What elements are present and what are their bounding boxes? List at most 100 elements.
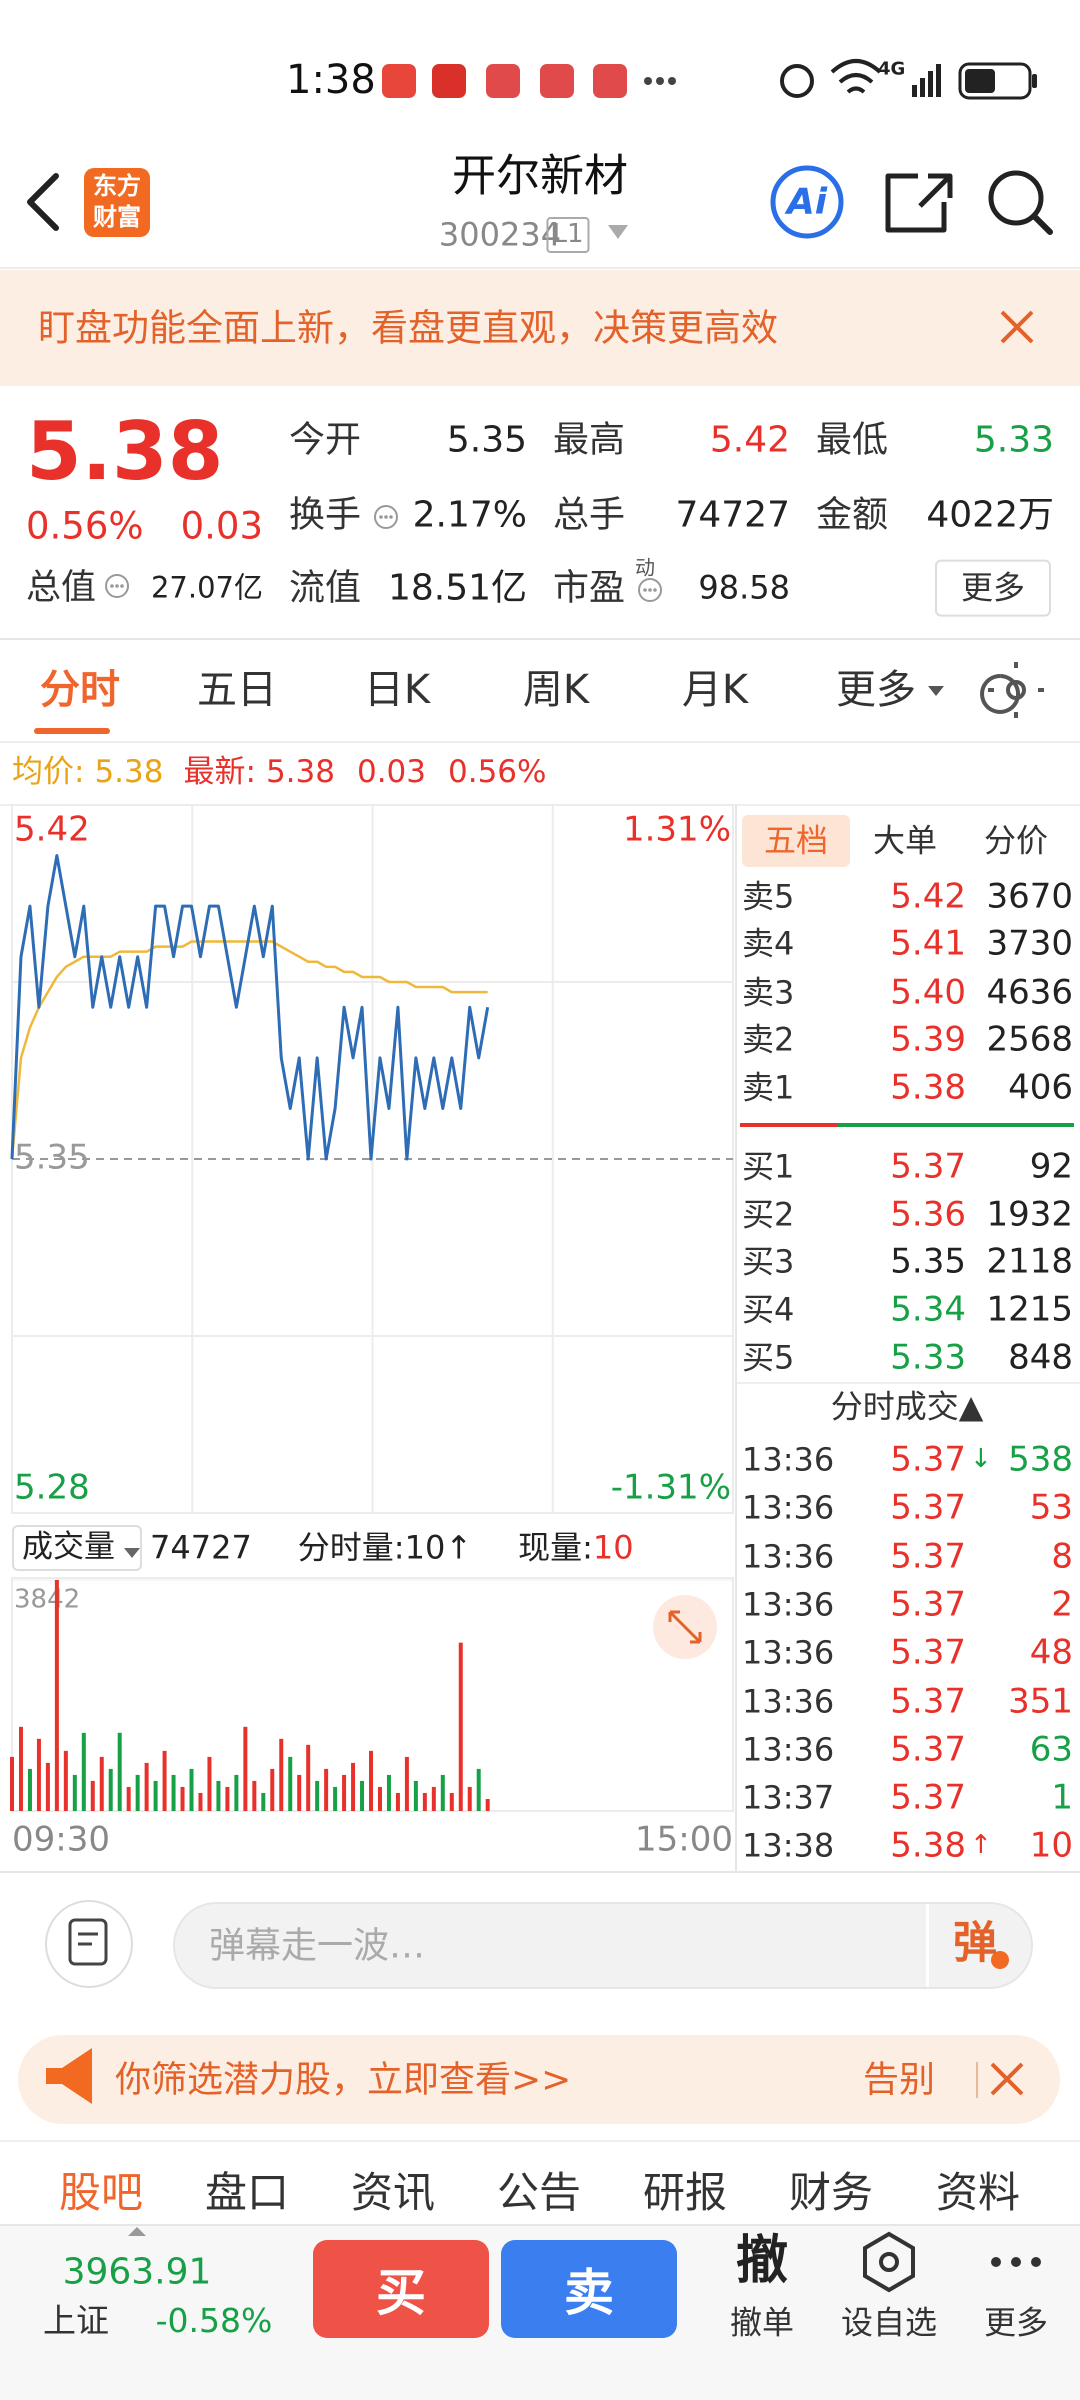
ad-text[interactable]: 你筛选潜力股，立即查看>> <box>115 2059 572 2101</box>
bottom-tab[interactable]: 研报 <box>642 2167 728 2217</box>
battery-level <box>965 69 995 93</box>
book-price: 5.40 <box>890 972 966 1013</box>
volume-bar <box>54 1580 59 1811</box>
cancel-label[interactable]: 撤单 <box>729 2303 795 2342</box>
settings-button[interactable] <box>980 662 1044 718</box>
ai-label[interactable]: Ai <box>786 181 828 223</box>
cancel-icon[interactable]: 撤 <box>735 2231 789 2292</box>
order-book-tab[interactable]: 大单 <box>872 821 938 860</box>
avg-label: 均价: <box>12 754 85 791</box>
info-icon[interactable] <box>104 573 130 599</box>
ad-banner[interactable] <box>18 2035 1060 2124</box>
average-price-line <box>10 940 488 1160</box>
stock-code: 300234 <box>438 215 562 254</box>
index-value: 3963.91 <box>62 2251 212 2293</box>
order-book-tab[interactable]: 分价 <box>983 821 1049 860</box>
bottom-tab[interactable]: 盘口 <box>204 2167 290 2217</box>
ai-button[interactable] <box>770 165 844 239</box>
banner-text[interactable]: 盯盘功能全面上新，看盘更直观，决策更高效 <box>38 306 778 350</box>
ad-dismiss[interactable]: 告别 <box>863 2059 936 2101</box>
change-percent: 0.56% <box>26 504 144 548</box>
y-tick-label: 5.42 <box>14 810 90 850</box>
sell-button[interactable]: 卖 <box>501 2240 677 2338</box>
more-label[interactable]: 更多 <box>983 2303 1049 2342</box>
trade-volume: 1 <box>1051 1777 1073 1818</box>
info-ring <box>374 505 398 529</box>
share-button[interactable] <box>885 173 953 233</box>
last-price: 5.38 <box>26 405 224 498</box>
stat-value: 5.35 <box>446 419 527 461</box>
chart-tab[interactable]: 分时 <box>40 667 120 713</box>
chart-bottom-divider <box>0 1871 1080 1873</box>
volume-label[interactable]: 成交量 <box>22 1529 115 1566</box>
book-volume: 1932 <box>986 1194 1073 1235</box>
index-name: 上证 <box>43 2301 109 2341</box>
trade-price: 5.37 <box>890 1487 966 1528</box>
bottom-tab[interactable]: 股吧 <box>58 2167 144 2217</box>
page-title: 开尔新材 <box>452 150 628 202</box>
trade-volume: 53 <box>1029 1487 1073 1528</box>
order-tab-active <box>742 815 850 867</box>
bottom-tab[interactable]: 公告 <box>496 2167 582 2217</box>
chart-tab[interactable]: 月K <box>681 667 749 713</box>
stat-value: 74727 <box>675 494 790 536</box>
volume-total: 74727 <box>150 1528 252 1567</box>
volume-bar <box>18 1726 23 1811</box>
bottom-tab[interactable]: 资讯 <box>350 2167 436 2217</box>
volume-bar <box>117 1732 122 1811</box>
banner-close[interactable] <box>1000 310 1034 344</box>
volume-selector[interactable] <box>12 1525 142 1571</box>
comment-icon[interactable] <box>45 1900 133 1988</box>
trade-time: 13:36 <box>742 1440 835 1479</box>
search-button[interactable] <box>988 170 1044 226</box>
stat-value: 5.42 <box>709 419 790 461</box>
book-price: 5.37 <box>890 1146 966 1187</box>
bottom-tab[interactable]: 财务 <box>788 2167 874 2217</box>
trade-price: 5.37 <box>890 1632 966 1673</box>
more-button[interactable]: 更多 <box>934 559 1052 617</box>
minute-volume: 10 <box>404 1528 446 1567</box>
buy-button[interactable]: 买 <box>313 2240 489 2338</box>
stat-label: 金额 <box>816 494 889 536</box>
info-icon[interactable] <box>637 577 663 603</box>
volume-bar <box>135 1774 140 1811</box>
info-ring <box>638 578 662 602</box>
book-volume: 848 <box>1008 1337 1073 1378</box>
book-level: 买5 <box>742 1338 795 1377</box>
status-time: 1:38 <box>286 57 376 103</box>
volume-bar <box>72 1774 77 1811</box>
info-ring <box>105 574 129 598</box>
stat-label: 最低 <box>816 419 889 461</box>
info-icon[interactable] <box>373 504 399 530</box>
watchlist-label[interactable]: 设自选 <box>840 2303 938 2342</box>
chart-tab[interactable]: 更多 <box>836 667 916 713</box>
chart-tab[interactable]: 日K <box>363 667 431 713</box>
comment-placeholder[interactable]: 弹幕走一波… <box>209 1925 426 1967</box>
current-volume-label: 现量: <box>518 1528 593 1567</box>
trades-title[interactable]: 分时成交▲ <box>830 1387 984 1426</box>
more-tab-arrow <box>928 686 944 696</box>
current-volume: 10 <box>592 1528 634 1567</box>
chart-tab[interactable]: 周K <box>522 667 590 713</box>
active-tab-underline <box>34 728 110 734</box>
code-dropdown[interactable] <box>608 225 628 239</box>
comment-input[interactable] <box>173 1902 1033 1989</box>
stat-label: 今开 <box>289 419 362 461</box>
send-danmaku[interactable]: 弹 <box>953 1917 997 1969</box>
trade-time: 13:36 <box>742 1488 835 1527</box>
price-info-line: 均价: 5.38 最新: 5.38 0.03 0.56% <box>12 755 546 791</box>
volume-bar <box>342 1774 347 1811</box>
trade-arrow: ↓ <box>970 1444 992 1475</box>
volume-bar <box>377 1786 382 1811</box>
change-amount: 0.03 <box>180 504 263 548</box>
chart-tab[interactable]: 五日 <box>197 667 277 713</box>
back-button[interactable] <box>27 173 59 231</box>
bottom-tab[interactable]: 资料 <box>935 2167 1021 2217</box>
volume-bar <box>189 1768 194 1811</box>
book-level: 买4 <box>742 1290 795 1329</box>
volume-bar <box>404 1756 409 1811</box>
book-volume: 3730 <box>986 923 1073 964</box>
volume-bar <box>360 1780 365 1811</box>
volume-bar <box>261 1792 266 1811</box>
order-book-tab[interactable]: 五档 <box>763 821 829 860</box>
